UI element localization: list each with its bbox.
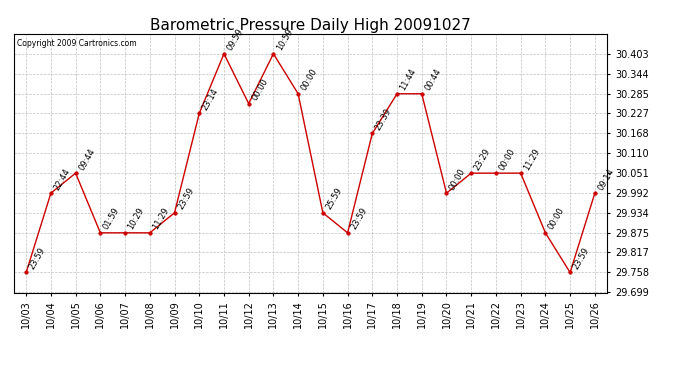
- Text: 09:14: 09:14: [596, 166, 616, 192]
- Text: 10:29: 10:29: [126, 206, 146, 231]
- Text: 09:59: 09:59: [226, 27, 245, 53]
- Text: 09:44: 09:44: [77, 147, 97, 172]
- Text: 00:00: 00:00: [299, 68, 319, 92]
- Text: 23:59: 23:59: [176, 186, 196, 211]
- Text: 11:29: 11:29: [522, 147, 542, 172]
- Text: 23:59: 23:59: [28, 246, 48, 271]
- Text: 23:29: 23:29: [473, 147, 493, 172]
- Text: 10:59: 10:59: [275, 27, 295, 53]
- Text: 23:39: 23:39: [374, 107, 393, 132]
- Text: 00:00: 00:00: [448, 166, 468, 192]
- Text: 00:00: 00:00: [497, 147, 517, 172]
- Text: 23:59: 23:59: [349, 206, 368, 231]
- Text: 00:00: 00:00: [250, 77, 270, 102]
- Title: Barometric Pressure Daily High 20091027: Barometric Pressure Daily High 20091027: [150, 18, 471, 33]
- Text: 01:59: 01:59: [101, 206, 121, 231]
- Text: 23:14: 23:14: [201, 87, 220, 112]
- Text: 00:44: 00:44: [423, 68, 443, 92]
- Text: 00:00: 00:00: [546, 206, 566, 231]
- Text: 11:29: 11:29: [151, 206, 171, 231]
- Text: 11:44: 11:44: [398, 68, 418, 92]
- Text: 25:59: 25:59: [324, 186, 344, 211]
- Text: 22:44: 22:44: [52, 166, 72, 192]
- Text: Copyright 2009 Cartronics.com: Copyright 2009 Cartronics.com: [17, 39, 137, 48]
- Text: 23:59: 23:59: [571, 246, 591, 271]
